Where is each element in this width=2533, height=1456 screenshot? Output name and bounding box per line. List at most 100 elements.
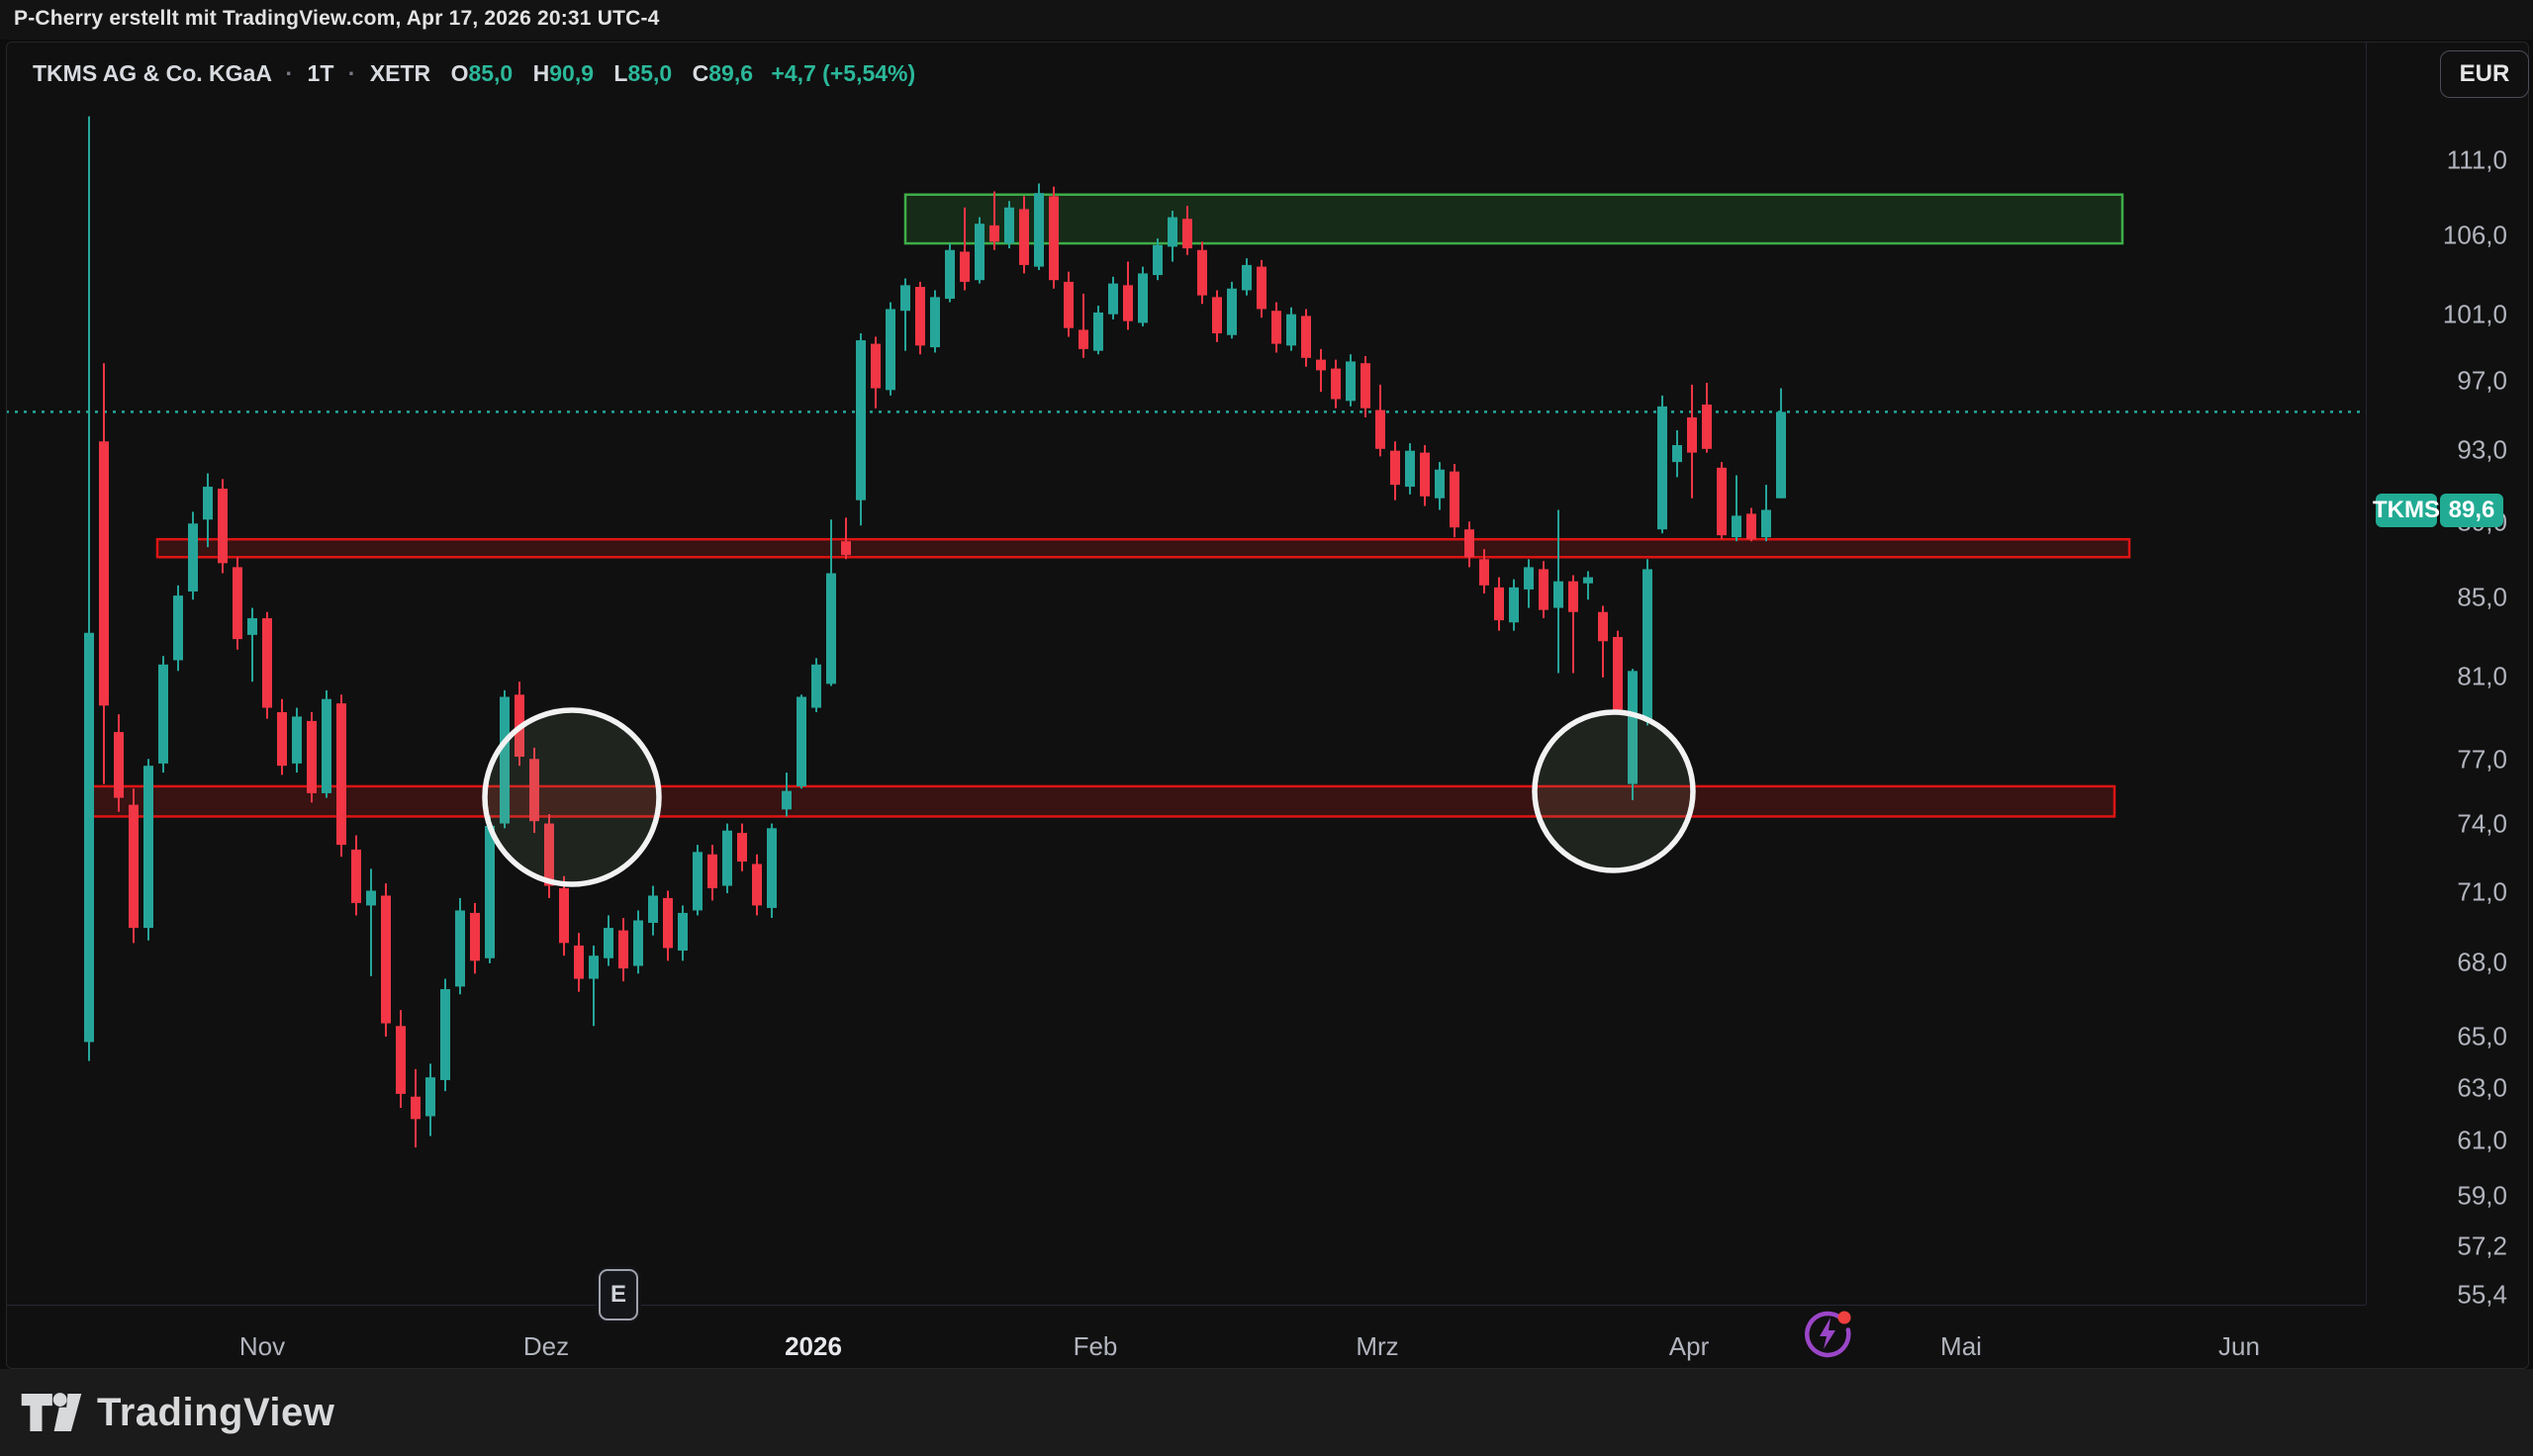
- candle-body: [307, 720, 317, 793]
- candle-body: [1346, 361, 1356, 402]
- candle-body: [1242, 264, 1252, 291]
- candle-body: [351, 849, 361, 903]
- candle-body: [678, 912, 688, 952]
- support-zone-lower[interactable]: [84, 784, 2116, 818]
- candle-body: [1212, 297, 1222, 333]
- legend-separator: ·: [347, 60, 356, 86]
- footer-bar: TradingView: [0, 1369, 2533, 1456]
- interval-label[interactable]: 1T: [307, 60, 334, 86]
- candle-body: [366, 890, 376, 906]
- candle-body: [1182, 219, 1192, 249]
- candle-body: [648, 895, 658, 924]
- candle-body: [1093, 312, 1103, 351]
- currency-button[interactable]: EUR: [2440, 50, 2529, 98]
- candle-body: [440, 989, 450, 1080]
- candle-body: [1420, 452, 1430, 497]
- candle-body: [559, 888, 569, 944]
- candle-body: [544, 823, 554, 886]
- candle-body: [188, 523, 198, 592]
- close-value: 89,6: [708, 60, 753, 86]
- chart-widget: TKMS AG & Co. KGaA · 1T · XETR O85,0 H90…: [6, 42, 2529, 1369]
- candle-body: [1123, 285, 1133, 321]
- candle-body: [1405, 450, 1415, 488]
- candle-body: [1004, 207, 1014, 244]
- price-scale-label: 55,4: [2457, 1279, 2507, 1310]
- candle-body: [871, 343, 881, 389]
- candle-body: [529, 759, 539, 822]
- candle-body: [1019, 209, 1029, 265]
- candle-body: [989, 225, 999, 242]
- candle-body: [99, 441, 109, 706]
- candlestick-chart-pane[interactable]: [7, 43, 2366, 1305]
- candle-body: [1316, 359, 1326, 371]
- candle-body: [1494, 587, 1504, 621]
- price-scale-label: 65,0: [2457, 1021, 2507, 1051]
- candle-body: [1568, 581, 1578, 612]
- candle-body: [1583, 577, 1593, 584]
- candle-body: [1539, 569, 1548, 610]
- candle-body: [322, 698, 331, 793]
- candle-body: [737, 833, 747, 863]
- candle-body: [1657, 406, 1667, 530]
- candle-body: [633, 920, 643, 966]
- candle-body: [811, 664, 821, 708]
- time-axis[interactable]: Nov Dez 2026 Feb Mrz Apr Mai Jun: [7, 1305, 2366, 1369]
- candle-body: [247, 618, 257, 635]
- candle-body: [1168, 217, 1177, 247]
- candle-body: [1257, 266, 1266, 310]
- symbol-legend: TKMS AG & Co. KGaA · 1T · XETR O85,0 H90…: [33, 60, 915, 87]
- candle-body: [707, 854, 717, 889]
- time-scale-month-label: Mai: [1940, 1331, 1982, 1361]
- candle-body: [1108, 283, 1118, 315]
- candle-body: [1271, 311, 1281, 344]
- candle-body: [1613, 637, 1623, 710]
- current-price-badge[interactable]: TKMS 89,6: [2373, 494, 2503, 528]
- candle-body: [900, 285, 910, 312]
- candle-body: [960, 251, 970, 282]
- tradingview-logo-icon: [21, 1393, 82, 1432]
- candle-body: [1761, 509, 1771, 538]
- change-value: +4,7 (+5,54%): [771, 60, 916, 86]
- price-scale-label: 111,0: [2446, 144, 2507, 174]
- candle-body: [618, 930, 628, 969]
- candle-body: [797, 696, 806, 786]
- low-value: 85,0: [627, 60, 673, 86]
- tradingview-logo[interactable]: TradingView: [20, 1386, 334, 1439]
- high-key: H: [532, 60, 550, 86]
- support-zone-upper[interactable]: [155, 537, 2131, 559]
- candle-body: [1079, 329, 1088, 349]
- candle-body: [886, 309, 895, 391]
- candle-body: [574, 945, 584, 979]
- candle-body: [500, 696, 510, 824]
- notification-dot: [1837, 1311, 1851, 1324]
- price-scale-label: 57,2: [2457, 1230, 2507, 1261]
- candle-body: [381, 895, 391, 1024]
- symbol-title[interactable]: TKMS AG & Co. KGaA: [33, 60, 272, 86]
- december-pullback-circle[interactable]: [482, 707, 662, 887]
- candle-body: [84, 632, 94, 1043]
- candle-body: [1717, 467, 1727, 536]
- attribution-text: P-Cherry erstellt mit TradingView.com, A…: [14, 7, 660, 30]
- candle-body: [752, 864, 762, 906]
- candle-body: [173, 595, 183, 661]
- time-scale-year-label: 2026: [785, 1331, 842, 1361]
- candle-body: [1702, 405, 1712, 449]
- candle-body: [782, 790, 792, 810]
- candle-body: [114, 732, 124, 798]
- price-axis[interactable]: TKMS 89,6 111,0106,0101,097,093,089,085,…: [2366, 43, 2529, 1309]
- candle-body: [1138, 273, 1148, 323]
- candle-body: [826, 573, 836, 684]
- resistance-zone[interactable]: [903, 193, 2124, 245]
- price-scale-label: 74,0: [2457, 808, 2507, 839]
- candle-body: [1479, 559, 1489, 586]
- candle-body: [1672, 445, 1682, 463]
- candle-body: [841, 541, 851, 556]
- earnings-marker[interactable]: E: [599, 1269, 638, 1320]
- candle-body: [218, 489, 228, 564]
- april-bottom-circle[interactable]: [1532, 709, 1696, 873]
- price-scale-label: 59,0: [2457, 1180, 2507, 1211]
- candle-body: [1301, 316, 1311, 358]
- lightning-bolt-glyph: [1820, 1318, 1835, 1349]
- flash-event-icon[interactable]: [1800, 1306, 1855, 1361]
- price-scale-label: 93,0: [2457, 434, 2507, 465]
